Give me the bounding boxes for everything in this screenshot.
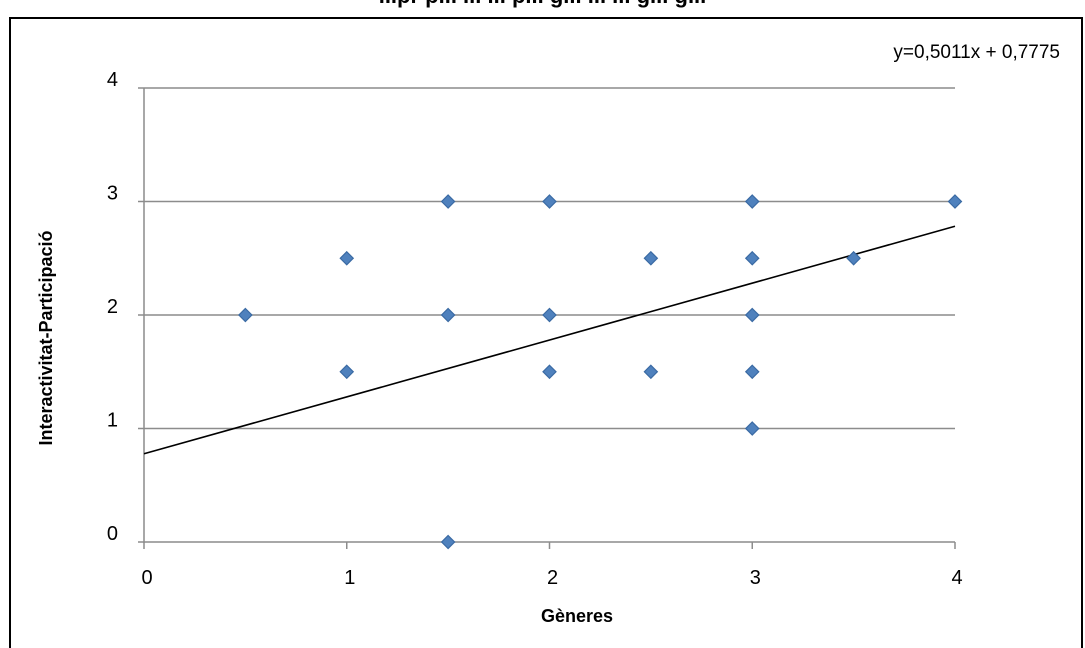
y-tick-label-4: 4 [107,69,118,91]
data-point [846,250,861,266]
data-point [238,307,253,323]
data-points [238,194,963,550]
x-tick-label-1: 1 [344,567,355,589]
y-axis-title: Interactivitat-Participació [36,230,56,445]
data-point [744,194,760,209]
chart-title-partial: ...pr p... ... ... p... g... ... ... g..… [0,0,1085,12]
data-point [440,307,456,323]
data-point [947,194,963,209]
x-tick-label-4: 4 [951,567,962,589]
data-point [542,307,557,323]
y-tick-label-2: 2 [107,296,118,318]
data-point [643,250,659,266]
x-tick-label-3: 3 [750,567,761,589]
trendline-equation: y=0,5011x + 0,7775 [893,42,1060,63]
data-point [744,421,760,436]
data-point [542,194,557,209]
y-tick-label-1: 1 [107,410,118,432]
data-point [744,364,760,380]
trendline [143,225,956,455]
data-point [440,194,456,209]
data-point [643,364,659,380]
data-point [339,250,355,266]
y-tick-label-0: 0 [107,523,118,545]
data-point [440,534,456,550]
x-tick-label-2: 2 [547,567,558,589]
data-point [339,364,355,380]
x-axis-title: Gèneres [541,606,613,626]
y-tick-label-3: 3 [107,183,118,205]
tick-labels: 0 1 2 3 4 0 1 2 3 4 [107,69,963,589]
axes [138,87,956,549]
data-point [744,250,760,266]
data-point [744,307,760,323]
chart-frame [9,17,1083,648]
x-tick-label-0: 0 [141,567,152,589]
trendline-group [143,225,956,455]
data-point [542,364,557,380]
